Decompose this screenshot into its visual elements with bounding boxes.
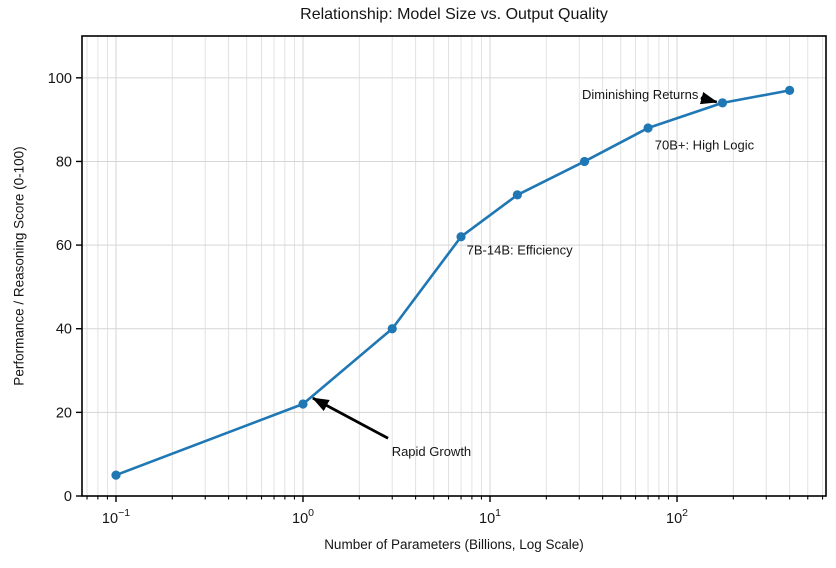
- x-tick-label: 101: [479, 507, 501, 527]
- y-tick-label: 0: [64, 489, 72, 505]
- y-tick-label: 100: [48, 71, 72, 87]
- plot-border: [81, 35, 827, 497]
- x-axis-label: Number of Parameters (Billions, Log Scal…: [324, 537, 584, 552]
- data-point: [643, 123, 653, 133]
- data-point: [785, 85, 795, 95]
- data-point: [387, 324, 397, 334]
- data-point: [579, 156, 590, 167]
- data-point: [111, 470, 121, 480]
- x-tick-label: 10−1: [102, 507, 130, 527]
- x-tick-label: 102: [666, 507, 688, 527]
- y-tick-label: 80: [56, 154, 72, 170]
- y-tick-label: 40: [56, 322, 72, 338]
- annotation-arrow: [699, 91, 718, 105]
- x-tick-label: 100: [292, 507, 314, 527]
- y-tick-label: 20: [56, 405, 72, 421]
- annotation-text: Rapid Growth: [392, 444, 471, 459]
- data-point: [717, 98, 728, 108]
- data-point: [456, 232, 466, 242]
- annotation-text: Diminishing Returns: [582, 87, 699, 102]
- chart-title: Relationship: Model Size vs. Output Qual…: [300, 6, 608, 23]
- data-point: [298, 399, 308, 409]
- annotation-arrow: [311, 396, 389, 440]
- y-tick-label: 60: [56, 238, 72, 254]
- annotation-text: 7B-14B: Efficiency: [467, 243, 573, 258]
- annotation-text: 70B+: High Logic: [655, 138, 755, 153]
- data-point: [512, 190, 522, 200]
